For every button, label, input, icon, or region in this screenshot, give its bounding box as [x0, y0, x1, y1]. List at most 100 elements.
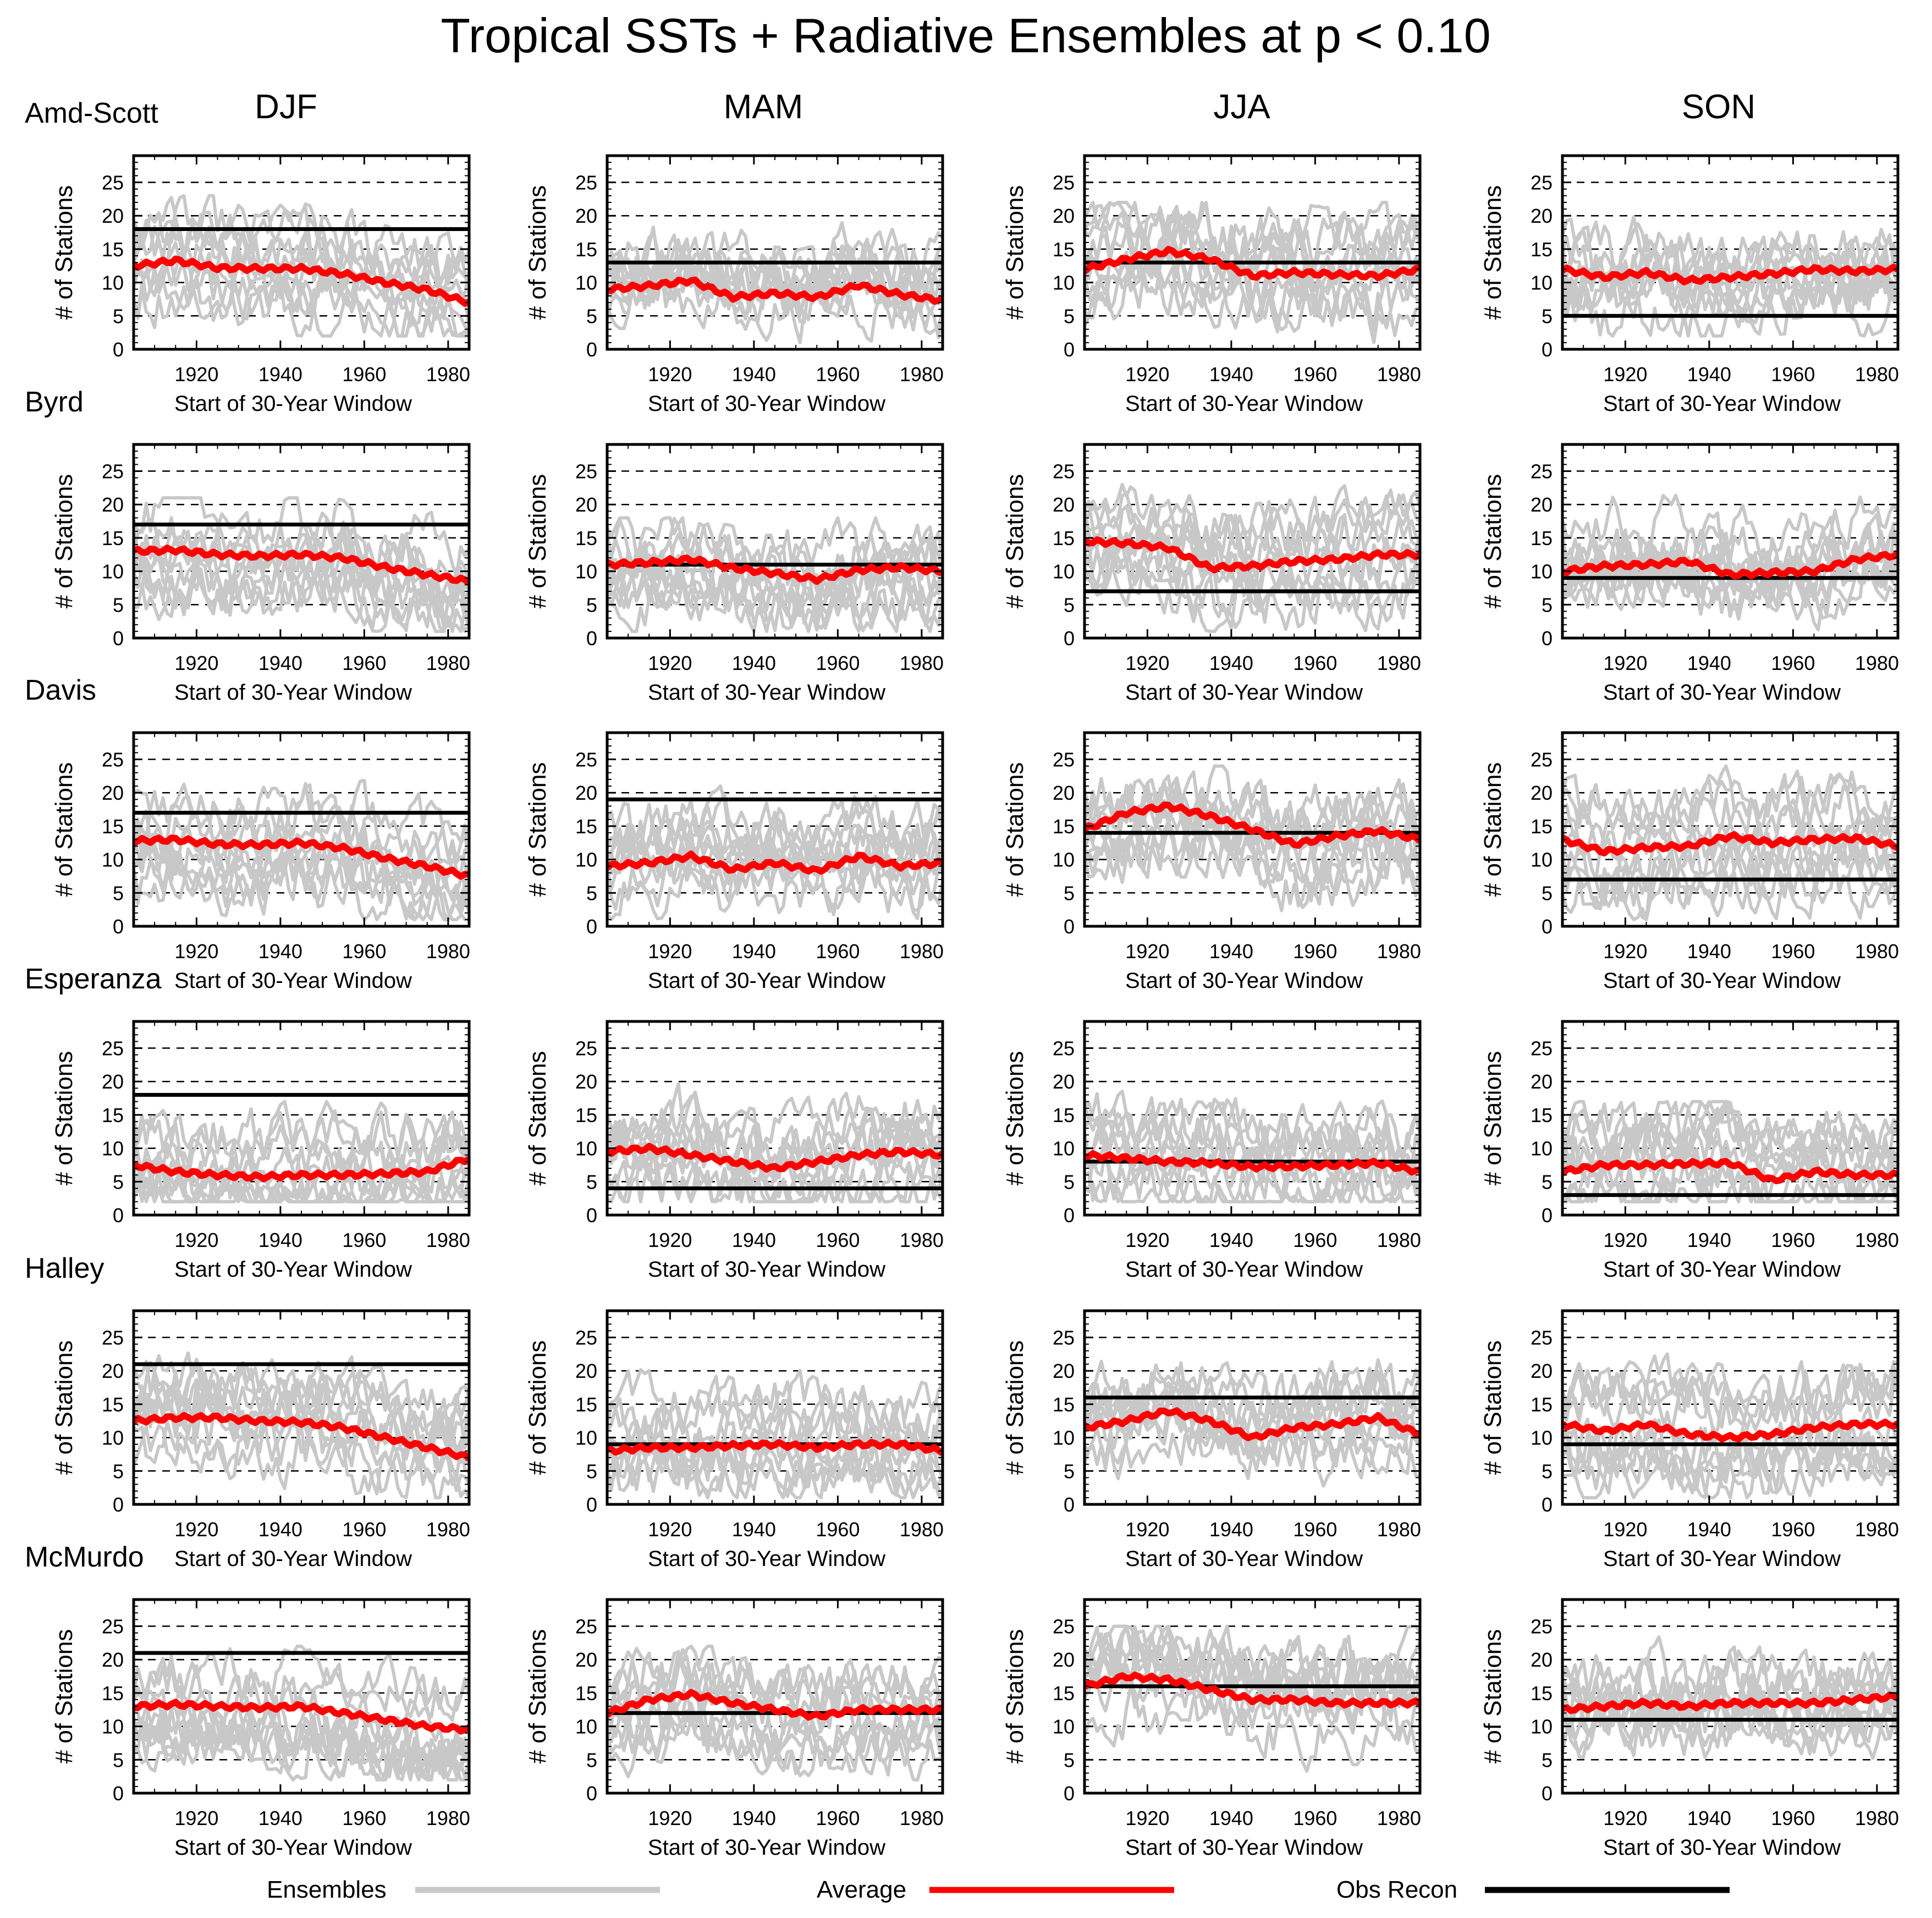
average-line — [134, 834, 469, 880]
x-tick-label-1960: 1960 — [1771, 652, 1815, 674]
panel-mcmurdo-djf: 0 5 10 15 20 25 1920 1940 1960 1980 Start of 30-Ye… — [51, 1598, 471, 1860]
x-tick-label-1920: 1920 — [1603, 1518, 1647, 1541]
x-axis-label: Start of 30-Year Window — [1125, 1257, 1363, 1282]
panel-esperanza-jja: 0 5 10 15 20 25 1920 1940 1960 1980 Start of 30-Ye… — [1001, 1020, 1422, 1282]
y-axis-label: # of Stations — [1001, 1340, 1028, 1475]
legend-average-label: Average — [817, 1876, 906, 1903]
x-axis-label: Start of 30-Year Window — [174, 1257, 412, 1282]
y-tick-label-20: 20 — [1531, 205, 1553, 227]
y-axis-label: # of Stations — [1479, 185, 1506, 320]
x-tick-label-1940: 1940 — [1209, 652, 1253, 674]
y-tick-label-15: 15 — [575, 1682, 597, 1705]
y-tick-label-5: 5 — [1064, 593, 1075, 616]
average-line — [1562, 263, 1898, 285]
x-axis-label: Start of 30-Year Window — [1125, 969, 1363, 993]
x-tick-label-1960: 1960 — [342, 363, 386, 386]
x-tick-label-1940: 1940 — [1209, 1518, 1253, 1541]
y-tick-label-25: 25 — [575, 1615, 597, 1638]
ensemble-member-4 — [1562, 511, 1898, 585]
x-tick-label-1920: 1920 — [648, 1229, 692, 1251]
y-tick-label-0: 0 — [1064, 1204, 1075, 1227]
y-tick-label-0: 0 — [1064, 627, 1075, 650]
x-axis-label: Start of 30-Year Window — [174, 1547, 412, 1571]
y-tick-label-20: 20 — [102, 493, 124, 516]
y-tick-label-20: 20 — [575, 1648, 597, 1671]
y-tick-label-0: 0 — [1542, 915, 1553, 938]
y-tick-label-5: 5 — [113, 882, 124, 904]
ensemble-member-8 — [1562, 1426, 1898, 1499]
y-tick-label-10: 10 — [1053, 1427, 1075, 1449]
average-line — [1562, 1157, 1898, 1184]
y-tick-label-0: 0 — [1542, 338, 1553, 361]
station-label-halley: Halley — [25, 1252, 104, 1284]
y-tick-label-5: 5 — [1542, 593, 1553, 616]
y-tick-label-15: 15 — [575, 815, 597, 838]
y-tick-label-5: 5 — [113, 1460, 124, 1482]
y-tick-label-0: 0 — [113, 915, 124, 938]
panel-esperanza-son: 0 5 10 15 20 25 1920 1940 1960 1980 Start of 30-Ye… — [1479, 1020, 1900, 1282]
y-axis-label: # of Stations — [1001, 1629, 1028, 1764]
ensemble-member-8 — [607, 850, 943, 921]
x-tick-label-1960: 1960 — [1293, 652, 1337, 674]
x-axis-label: Start of 30-Year Window — [1125, 1547, 1363, 1571]
y-axis-label: # of Stations — [51, 1340, 78, 1475]
y-tick-label-25: 25 — [1531, 1037, 1553, 1060]
x-tick-label-1980: 1980 — [426, 652, 470, 674]
ensemble-member-5 — [134, 1655, 469, 1726]
average-line — [134, 545, 469, 586]
x-tick-label-1920: 1920 — [1603, 1229, 1647, 1251]
ensemble-lines — [607, 1368, 943, 1499]
ensemble-member-10 — [1085, 787, 1420, 871]
x-tick-label-1920: 1920 — [648, 652, 692, 674]
ensemble-member-8 — [1085, 770, 1420, 844]
y-tick-label-5: 5 — [586, 305, 597, 327]
x-axis-label: Start of 30-Year Window — [1125, 680, 1363, 705]
y-axis-label: # of Stations — [1001, 1051, 1028, 1186]
x-tick-label-1980: 1980 — [426, 1518, 470, 1541]
y-tick-label-10: 10 — [1053, 1137, 1075, 1160]
ensemble-member-10 — [134, 550, 469, 633]
y-tick-label-10: 10 — [102, 1427, 124, 1449]
y-tick-label-5: 5 — [113, 1170, 124, 1193]
y-axis-label: # of Stations — [51, 1629, 78, 1764]
y-tick-label-20: 20 — [1053, 205, 1075, 227]
y-axis-label: # of Stations — [524, 1629, 551, 1764]
x-tick-label-1960: 1960 — [816, 652, 860, 674]
x-axis-label: Start of 30-Year Window — [1125, 392, 1363, 416]
x-axis-label: Start of 30-Year Window — [1603, 1257, 1841, 1282]
ensemble-member-9 — [1562, 215, 1898, 281]
legend-ensembles-label: Ensembles — [267, 1876, 387, 1903]
y-tick-label-25: 25 — [575, 460, 597, 483]
panel-byrd-djf: 0 5 10 15 20 25 1920 1940 1960 1980 Start of 30-Ye… — [51, 443, 471, 705]
ensemble-member-6 — [1085, 201, 1420, 263]
y-tick-label-20: 20 — [1531, 782, 1553, 804]
panel-mcmurdo-son: 0 5 10 15 20 25 1920 1940 1960 1980 Start of 30-Ye… — [1479, 1598, 1900, 1860]
ensemble-member-10 — [1085, 1381, 1420, 1456]
y-tick-label-15: 15 — [1053, 815, 1075, 838]
x-tick-label-1920: 1920 — [648, 1807, 692, 1829]
average-line — [134, 1699, 469, 1735]
y-tick-label-5: 5 — [1542, 882, 1553, 904]
y-tick-label-25: 25 — [575, 172, 597, 194]
x-tick-label-1920: 1920 — [1125, 1518, 1169, 1541]
y-tick-label-25: 25 — [1531, 749, 1553, 771]
y-tick-label-0: 0 — [586, 1204, 597, 1227]
y-axis-label: # of Stations — [1001, 474, 1028, 609]
ensemble-member-6 — [134, 1645, 469, 1722]
x-tick-label-1960: 1960 — [1771, 1518, 1815, 1541]
x-tick-label-1960: 1960 — [342, 1807, 386, 1829]
x-tick-label-1960: 1960 — [1293, 1229, 1337, 1251]
x-tick-label-1960: 1960 — [342, 940, 386, 963]
y-axis-label: # of Stations — [524, 474, 551, 609]
panel-davis-djf: 0 5 10 15 20 25 1920 1940 1960 1980 Start of 30-Ye… — [51, 731, 471, 993]
y-tick-label-25: 25 — [1531, 1327, 1553, 1349]
ensemble-member-10 — [134, 1355, 469, 1452]
y-tick-label-20: 20 — [575, 493, 597, 516]
x-tick-label-1940: 1940 — [1687, 1807, 1731, 1829]
y-axis-label: # of Stations — [1479, 1340, 1506, 1475]
y-tick-label-20: 20 — [1531, 1070, 1553, 1093]
x-tick-label-1960: 1960 — [342, 652, 386, 674]
x-tick-label-1960: 1960 — [1293, 363, 1337, 386]
average-line — [1085, 536, 1420, 574]
average-line — [1085, 801, 1420, 849]
